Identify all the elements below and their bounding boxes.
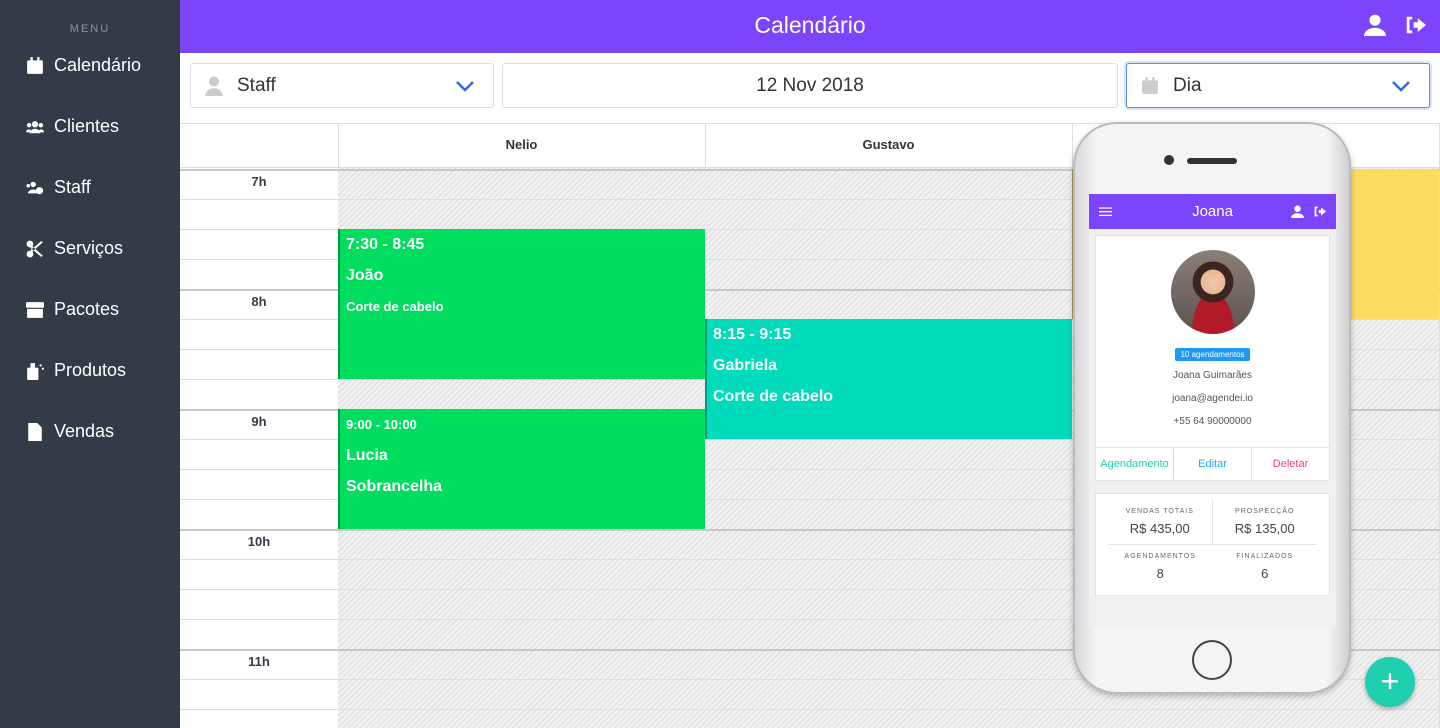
sidebar-item-produtos[interactable]: Produtos	[0, 340, 180, 401]
sidebar-item-label: Calendário	[54, 55, 142, 75]
sidebar-item-staff[interactable]: Staff	[0, 157, 180, 218]
speaker	[1187, 158, 1237, 164]
menu-label: MENU	[69, 23, 111, 35]
phone-top-bar: Joana	[1089, 194, 1336, 229]
appointment-event[interactable]: 7:30 - 8:45 João Corte de cabelo	[338, 229, 705, 379]
hour-label: 7h	[251, 174, 267, 189]
grid-line	[180, 439, 1440, 440]
sidebar-item-calendario[interactable]: Calendário	[0, 35, 180, 96]
user-icon[interactable]	[1364, 14, 1386, 36]
stat-prospection: PROSPECÇÃO R$ 135,00	[1212, 500, 1317, 545]
invoice-icon	[28, 422, 42, 441]
phone-mockup: Joana 10 agendamentos Joana Guimarães jo…	[1073, 122, 1351, 694]
client-phone: +55 64 90000000	[1173, 416, 1252, 427]
grid-line	[180, 289, 1440, 291]
sidebar-item-servicos[interactable]: Serviços	[0, 218, 180, 279]
edit-button[interactable]: Editar	[1174, 448, 1252, 480]
sidebar-item-label: Produtos	[54, 360, 127, 380]
home-button	[1192, 640, 1232, 680]
box-icon	[26, 301, 44, 318]
client-email: joana@agendei.io	[1172, 393, 1253, 404]
grid-line	[180, 229, 1440, 230]
sidebar: MENU Calendário Clientes Staff Serviços …	[0, 0, 180, 728]
event-service: Sobrancelha	[346, 478, 443, 495]
scissors-icon	[26, 240, 43, 257]
calendar-icon	[27, 56, 43, 74]
sidebar-item-label: Vendas	[54, 421, 115, 441]
schedule-button[interactable]: Agendamento	[1096, 448, 1174, 480]
logout-icon[interactable]	[1313, 205, 1326, 218]
grid-line	[180, 679, 1440, 680]
sidebar-item-label: Pacotes	[54, 299, 120, 319]
sidebar-item-clientes[interactable]: Clientes	[0, 96, 180, 157]
hour-label: 9h	[251, 414, 267, 429]
column-header: Nelio	[338, 124, 706, 168]
camera	[1164, 155, 1174, 165]
sidebar-item-label: Staff	[54, 177, 91, 197]
appointments-badge: 10 agendamentos	[1175, 348, 1250, 361]
appointment-event[interactable]: 9:00 - 10:00 Lucia Sobrancelha	[338, 409, 705, 529]
event-service: Corte de cabelo	[346, 299, 444, 314]
staff-select[interactable]: Staff	[190, 63, 494, 108]
sidebar-item-label: Serviços	[54, 238, 124, 258]
menu-icon[interactable]	[1099, 205, 1112, 218]
event-time: 7:30 - 8:45	[346, 236, 425, 253]
grid-line	[180, 469, 1440, 470]
staff-select-value: Staff	[237, 74, 276, 96]
delete-button[interactable]: Deletar	[1272, 458, 1309, 470]
grid-line	[180, 259, 1440, 260]
hour-label: 11h	[248, 654, 270, 669]
logout-icon[interactable]	[1404, 14, 1426, 36]
grid-line	[180, 589, 1440, 590]
hour-label: 10h	[247, 534, 271, 549]
add-button[interactable]: +	[1365, 657, 1415, 707]
client-name: Joana Guimarães	[1173, 370, 1252, 381]
event-time: 9:00 - 10:00	[346, 417, 417, 432]
chevron-down-icon	[456, 81, 474, 92]
top-bar: Calendário	[180, 0, 1440, 53]
sidebar-item-vendas[interactable]: Vendas	[0, 401, 180, 462]
column-header: Gustavo	[705, 124, 1073, 168]
users-cog-icon	[26, 181, 44, 194]
grid-line	[180, 709, 1440, 710]
phone-screen: Joana 10 agendamentos Joana Guimarães jo…	[1089, 194, 1336, 627]
view-select[interactable]: Dia	[1126, 63, 1430, 108]
grid-line	[180, 559, 1440, 560]
stats-card: VENDAS TOTAIS R$ 435,00 PROSPECÇÃO R$ 135,…	[1095, 493, 1330, 596]
appointment-event[interactable]: 8:15 - 9:15 Gabriela Corte de cabelo	[705, 319, 1072, 439]
view-select-value: Dia	[1173, 74, 1202, 96]
grid-line	[180, 199, 1440, 200]
event-client: João	[346, 267, 384, 284]
event-client: Gabriela	[713, 357, 778, 374]
page-title: Calendário	[754, 12, 866, 38]
chevron-down-icon	[1392, 81, 1410, 92]
phone-title: Joana	[1192, 203, 1233, 220]
grid-line	[180, 619, 1440, 620]
staff-column[interactable]	[705, 168, 1073, 728]
user-icon[interactable]	[1291, 205, 1304, 218]
user-icon	[205, 76, 223, 96]
grid-line	[180, 169, 1440, 171]
date-value: 12 Nov 2018	[756, 74, 864, 96]
avatar	[1170, 250, 1255, 334]
stat-appointments: AGENDAMENTOS 8	[1124, 553, 1196, 581]
products-icon	[27, 362, 44, 380]
grid-line	[180, 529, 1440, 531]
profile-card: 10 agendamentos Joana Guimarães joana@ag…	[1095, 235, 1330, 481]
event-time: 8:15 - 9:15	[713, 326, 792, 343]
sidebar-item-label: Clientes	[54, 116, 120, 136]
stat-finished: FINALIZADOS 6	[1236, 553, 1294, 581]
users-icon	[26, 120, 44, 133]
calendar-icon	[1142, 76, 1158, 94]
event-client: Lucia	[346, 447, 388, 464]
date-picker[interactable]: 12 Nov 2018	[502, 63, 1118, 108]
event-service: Corte de cabelo	[713, 388, 834, 405]
sidebar-item-pacotes[interactable]: Pacotes	[0, 279, 180, 340]
grid-line	[180, 649, 1440, 651]
hour-label: 8h	[251, 294, 267, 309]
grid-line	[180, 499, 1440, 500]
stat-total-sales: VENDAS TOTAIS R$ 435,00	[1108, 500, 1213, 545]
time-header	[180, 124, 339, 168]
